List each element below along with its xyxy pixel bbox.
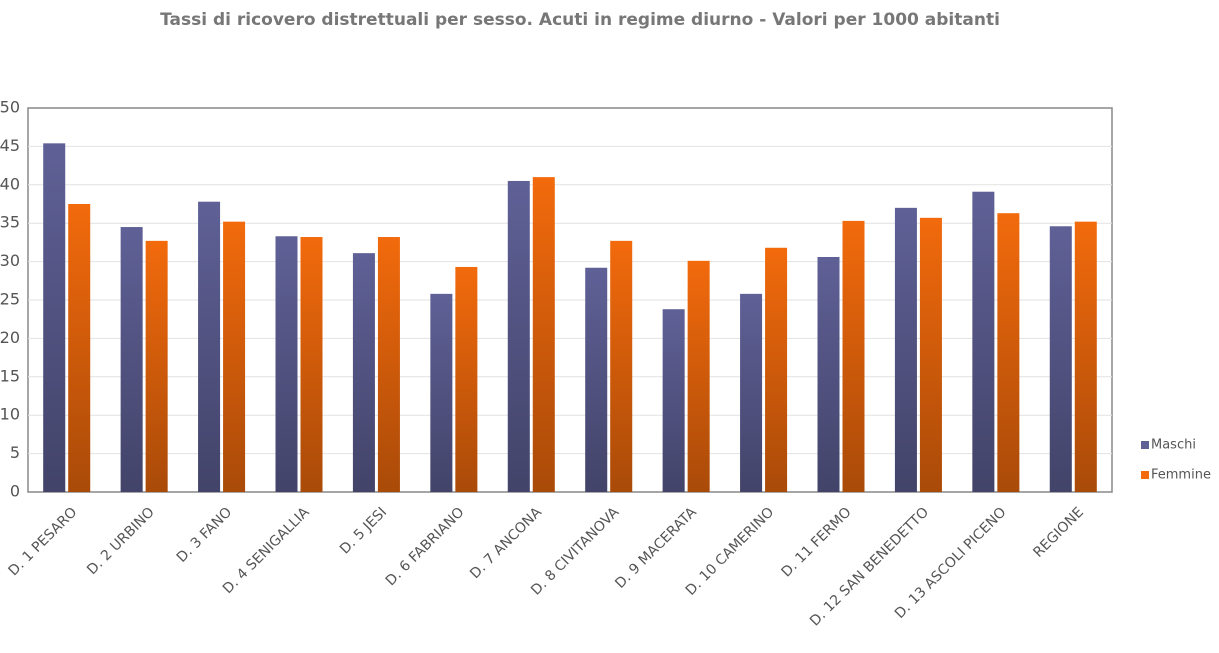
bar (1074, 221, 1097, 492)
x-tick-label: D. 4 SENIGALLIA (220, 504, 313, 597)
legend-label: Femmine (1151, 468, 1211, 483)
y-tick-label: 40 (0, 174, 20, 193)
bar (68, 204, 91, 492)
x-tick-label: D. 1 PESARO (6, 504, 81, 579)
bar (120, 227, 143, 493)
bar (223, 221, 246, 492)
bar (687, 260, 710, 492)
bar (1049, 226, 1072, 492)
bar (300, 237, 323, 492)
x-tick-label: D. 11 FERMO (779, 504, 855, 580)
bar (352, 253, 375, 492)
y-tick-label: 25 (0, 290, 20, 309)
x-tick-label: D. 2 URBINO (84, 504, 158, 578)
y-tick-label: 20 (0, 328, 20, 347)
bar (610, 240, 633, 492)
bar (145, 240, 168, 492)
y-tick-label: 50 (0, 98, 20, 117)
bar (740, 293, 763, 492)
chart-title: Tassi di ricovero distrettuali per sesso… (160, 10, 1000, 30)
legend-label: Maschi (1151, 438, 1196, 453)
bar (430, 293, 453, 492)
bar (198, 201, 221, 493)
legend-swatch (1141, 441, 1149, 449)
bar (43, 143, 66, 492)
x-tick-label: D. 9 MACERATA (612, 504, 700, 592)
bar (842, 220, 865, 492)
y-tick-label: 10 (0, 405, 20, 424)
y-tick-label: 15 (0, 366, 20, 385)
y-tick-label: 35 (0, 213, 20, 232)
bar (997, 213, 1020, 492)
y-tick-label: 5 (10, 443, 20, 462)
x-tick-label: D. 7 ANCONA (467, 504, 545, 582)
y-tick-label: 30 (0, 251, 20, 270)
bar (817, 256, 840, 492)
y-tick-label: 0 (10, 482, 20, 501)
bar (275, 236, 298, 492)
bar (919, 217, 942, 492)
bar (507, 180, 530, 492)
x-tick-label: REGIONE (1030, 504, 1086, 560)
bar (662, 309, 685, 492)
bar (455, 266, 478, 492)
bar (765, 247, 788, 492)
bar (894, 207, 917, 492)
bar (532, 177, 555, 492)
bar (585, 267, 608, 492)
x-tick-label: D. 5 JESI (337, 504, 390, 557)
y-tick-label: 45 (0, 136, 20, 155)
bar (972, 191, 995, 492)
bar (377, 237, 400, 492)
legend-swatch (1141, 471, 1149, 479)
x-tick-label: D. 3 FANO (174, 504, 235, 565)
x-tick-label: D. 6 FABRIANO (383, 504, 468, 589)
